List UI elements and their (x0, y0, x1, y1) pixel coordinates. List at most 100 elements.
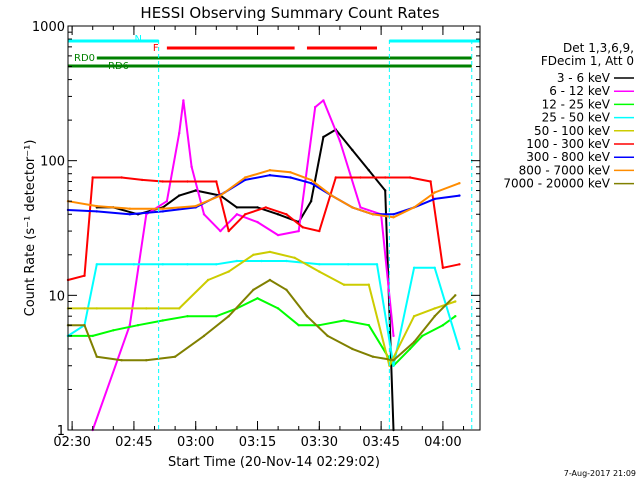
x-tick-label: 02:45 (115, 435, 152, 450)
series-point (215, 315, 218, 318)
series-point (244, 213, 247, 216)
x-tick-label: 03:00 (177, 435, 214, 450)
series-point (433, 197, 436, 201)
series-point (95, 204, 99, 208)
legend-label: 800 - 7000 keV (519, 163, 611, 177)
series-point (412, 340, 416, 344)
series-point (334, 176, 337, 179)
series-point (244, 176, 247, 179)
series-point (206, 278, 210, 282)
x-axis-label: Start Time (20-Nov-14 02:29:02) (168, 455, 380, 470)
series-point (268, 250, 272, 254)
series-point (318, 229, 321, 233)
series-point (309, 182, 313, 185)
series-point (441, 266, 445, 269)
series-point (314, 105, 317, 109)
series-point (305, 315, 309, 318)
x-tick-label: 02:30 (53, 435, 90, 450)
series-point (120, 176, 123, 179)
series-point (215, 180, 218, 183)
series-point (276, 233, 280, 237)
series-point (384, 189, 387, 192)
series-point (178, 132, 181, 135)
series-point (297, 229, 300, 233)
series-point (161, 319, 164, 322)
flags-layer: N F RD0 RD6 (68, 34, 480, 430)
plot-frame (67, 25, 481, 431)
x-tick-label: 03:45 (362, 435, 399, 450)
series-point (256, 297, 259, 300)
series-point (136, 324, 140, 327)
series-point (95, 210, 99, 213)
series-point (202, 334, 206, 338)
series-point (458, 194, 461, 197)
series-point (408, 176, 412, 179)
legend-label: 100 - 300 keV (526, 137, 610, 151)
y-tick-label: 1 (57, 424, 65, 439)
series-point (367, 283, 370, 286)
series-point (322, 135, 325, 139)
series-point (458, 182, 461, 185)
series-point (301, 226, 304, 229)
flag-label-f: F (153, 43, 159, 54)
x-tick-label: 03:30 (301, 435, 338, 450)
series-point (95, 307, 99, 310)
series-point (256, 206, 259, 209)
series-point (458, 263, 461, 266)
series-point (128, 213, 131, 216)
series-point (359, 206, 362, 209)
series-point (120, 359, 123, 362)
series-point (182, 99, 185, 102)
series-point (289, 176, 292, 179)
series-point (285, 288, 288, 291)
series-point (347, 263, 350, 266)
series-point (429, 180, 432, 183)
series-point (268, 278, 272, 282)
series-point (318, 324, 321, 327)
series-point (83, 307, 86, 310)
x-tick-label: 04:00 (424, 435, 461, 450)
series-point (454, 315, 457, 318)
series-point (227, 315, 230, 318)
series-point (342, 283, 346, 286)
series-point (194, 189, 197, 192)
y-tick-label: 1000 (32, 20, 65, 35)
y-tick-label: 100 (40, 155, 65, 170)
series-point (145, 359, 148, 362)
series-point (83, 324, 86, 327)
series-point (132, 263, 136, 266)
series-point (260, 259, 263, 263)
generation-date: 7-Aug-2017 21:09 (564, 469, 636, 478)
series-point (392, 334, 395, 338)
series-point (338, 139, 342, 143)
series-point (202, 213, 206, 216)
series-point (392, 364, 395, 367)
legend-label: 50 - 100 keV (534, 124, 611, 138)
legend-label: 25 - 50 keV (542, 111, 611, 125)
series-point (433, 266, 436, 269)
series-point (330, 194, 333, 197)
series-point (186, 263, 189, 266)
legend-label: 12 - 25 keV (542, 97, 611, 111)
series-point (276, 213, 280, 216)
series-point (371, 355, 375, 358)
series-point (458, 347, 461, 351)
series-point (161, 210, 164, 213)
series-point (351, 347, 354, 351)
series-point (161, 207, 164, 210)
series-point (309, 200, 313, 203)
series-point (227, 270, 230, 273)
series-point (235, 206, 239, 209)
series-point (433, 191, 436, 194)
series-point (359, 176, 362, 179)
series-point (318, 263, 321, 266)
series-point (322, 99, 325, 102)
series-point (367, 324, 370, 327)
series-point (433, 315, 436, 318)
series-layer (66, 99, 461, 432)
series-point (285, 213, 288, 216)
series-point (264, 206, 267, 209)
legend-label: 3 - 6 keV (557, 71, 611, 85)
series-point (371, 213, 375, 216)
